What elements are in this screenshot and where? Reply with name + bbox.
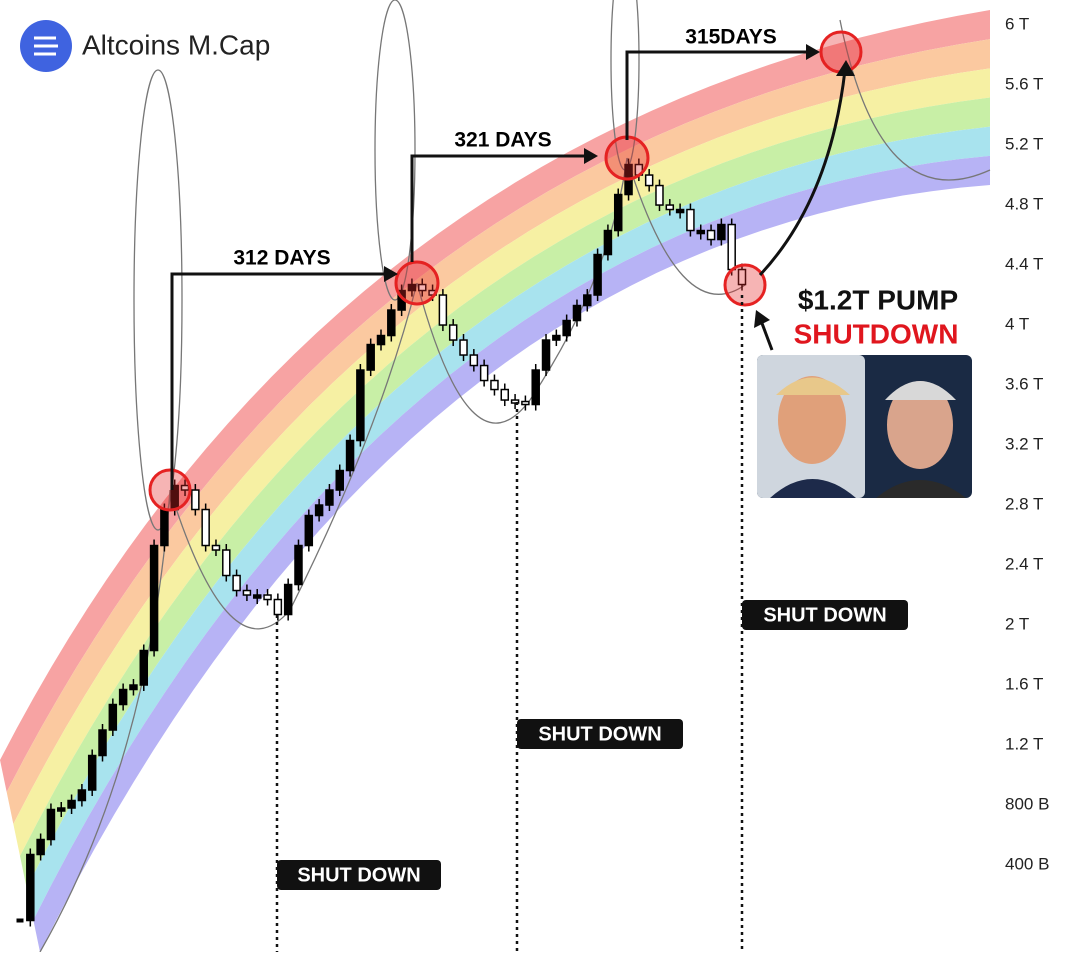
annotation: SHUT DOWN bbox=[538, 723, 661, 745]
arrows bbox=[170, 50, 847, 490]
y-tick-label: 2.8 T bbox=[1005, 495, 1043, 514]
candle bbox=[87, 754, 97, 791]
candle bbox=[490, 379, 499, 391]
candle bbox=[737, 268, 747, 286]
candle bbox=[67, 799, 76, 809]
annotation: SHUT DOWN bbox=[297, 864, 420, 886]
candle bbox=[438, 294, 448, 326]
candle bbox=[160, 508, 169, 547]
annotation: SHUT DOWN bbox=[763, 604, 886, 626]
y-tick-label: 4.4 T bbox=[1005, 255, 1043, 274]
candle bbox=[418, 283, 427, 292]
candle bbox=[77, 789, 87, 802]
y-tick-label: 2 T bbox=[1005, 615, 1029, 634]
candle bbox=[232, 574, 241, 592]
candle bbox=[46, 808, 56, 841]
candle bbox=[36, 838, 45, 856]
candle bbox=[655, 184, 664, 206]
y-tick-label: 2.4 T bbox=[1005, 555, 1043, 574]
candle bbox=[222, 549, 231, 577]
candle bbox=[613, 193, 623, 232]
y-axis: 400 B 800 B 1.2 T 1.6 T 2 T 2.4 T 2.8 T 3.2 T 3.… bbox=[1005, 15, 1049, 874]
candle bbox=[593, 253, 602, 296]
candle bbox=[387, 309, 396, 337]
shutdown-lines bbox=[275, 295, 744, 952]
candle bbox=[603, 229, 613, 256]
annotation: $1.2T PUMP bbox=[798, 284, 958, 315]
candle bbox=[263, 594, 272, 601]
peak-circles bbox=[148, 30, 863, 512]
candle bbox=[129, 684, 138, 691]
candle bbox=[521, 400, 530, 406]
candle bbox=[376, 334, 386, 346]
y-tick-label: 1.6 T bbox=[1005, 674, 1043, 693]
candle bbox=[57, 807, 66, 812]
candle bbox=[366, 343, 375, 371]
candle bbox=[201, 508, 210, 547]
candle bbox=[149, 544, 159, 652]
candle bbox=[562, 319, 571, 337]
candle bbox=[531, 369, 540, 406]
candle bbox=[407, 283, 417, 292]
candle bbox=[717, 223, 726, 241]
header: Altcoins M.Cap bbox=[20, 20, 270, 72]
candle bbox=[500, 388, 510, 401]
candle bbox=[16, 918, 24, 923]
candle bbox=[686, 208, 695, 232]
arrow-heads bbox=[384, 44, 855, 328]
y-tick-label: 800 B bbox=[1005, 794, 1049, 813]
candle bbox=[283, 583, 293, 616]
annotation: SHUTDOWN bbox=[794, 318, 959, 349]
candle bbox=[479, 364, 489, 382]
candle bbox=[665, 204, 675, 211]
y-tick-label: 3.2 T bbox=[1005, 435, 1043, 454]
candle bbox=[696, 229, 705, 235]
candle bbox=[98, 729, 107, 757]
annotation: 312 DAYS bbox=[233, 247, 330, 270]
candle bbox=[118, 688, 128, 706]
candle bbox=[325, 489, 334, 506]
candle bbox=[356, 369, 365, 442]
candle bbox=[252, 594, 262, 599]
candle bbox=[314, 504, 324, 517]
y-tick-label: 5.2 T bbox=[1005, 135, 1043, 154]
candle bbox=[541, 339, 551, 371]
candle bbox=[706, 229, 716, 241]
y-tick-label: 1.2 T bbox=[1005, 734, 1043, 753]
candle bbox=[675, 208, 685, 214]
labels: 312 DAYS 321 DAYS 315DAYS SHUT DOWN SHUT… bbox=[233, 26, 958, 890]
candle bbox=[552, 334, 561, 341]
candle bbox=[108, 703, 118, 731]
candle bbox=[572, 304, 582, 322]
candle bbox=[644, 174, 654, 187]
candle bbox=[191, 489, 200, 511]
y-tick-label: 400 B bbox=[1005, 854, 1049, 873]
candle bbox=[294, 544, 303, 586]
candle bbox=[26, 853, 35, 922]
annotation: 315DAYS bbox=[685, 26, 776, 49]
candle bbox=[510, 399, 520, 404]
y-tick-label: 4 T bbox=[1005, 315, 1029, 334]
y-tick-label: 3.6 T bbox=[1005, 375, 1043, 394]
candle bbox=[448, 324, 458, 341]
candle bbox=[242, 589, 252, 596]
candle bbox=[304, 514, 314, 547]
candle bbox=[345, 439, 355, 472]
candle bbox=[469, 354, 479, 367]
candle bbox=[273, 598, 283, 616]
y-tick-label: 6 T bbox=[1005, 15, 1029, 34]
candle bbox=[459, 339, 468, 356]
candle bbox=[583, 294, 592, 307]
chart-title: Altcoins M.Cap bbox=[82, 29, 270, 60]
candle bbox=[727, 223, 736, 271]
y-tick-label: 5.6 T bbox=[1005, 75, 1043, 94]
candle bbox=[335, 469, 344, 491]
annotation: 321 DAYS bbox=[454, 129, 551, 152]
photo bbox=[757, 355, 972, 498]
candle bbox=[139, 649, 149, 686]
candle bbox=[211, 544, 221, 551]
y-tick-label: 4.8 T bbox=[1005, 195, 1043, 214]
candles bbox=[16, 158, 747, 927]
